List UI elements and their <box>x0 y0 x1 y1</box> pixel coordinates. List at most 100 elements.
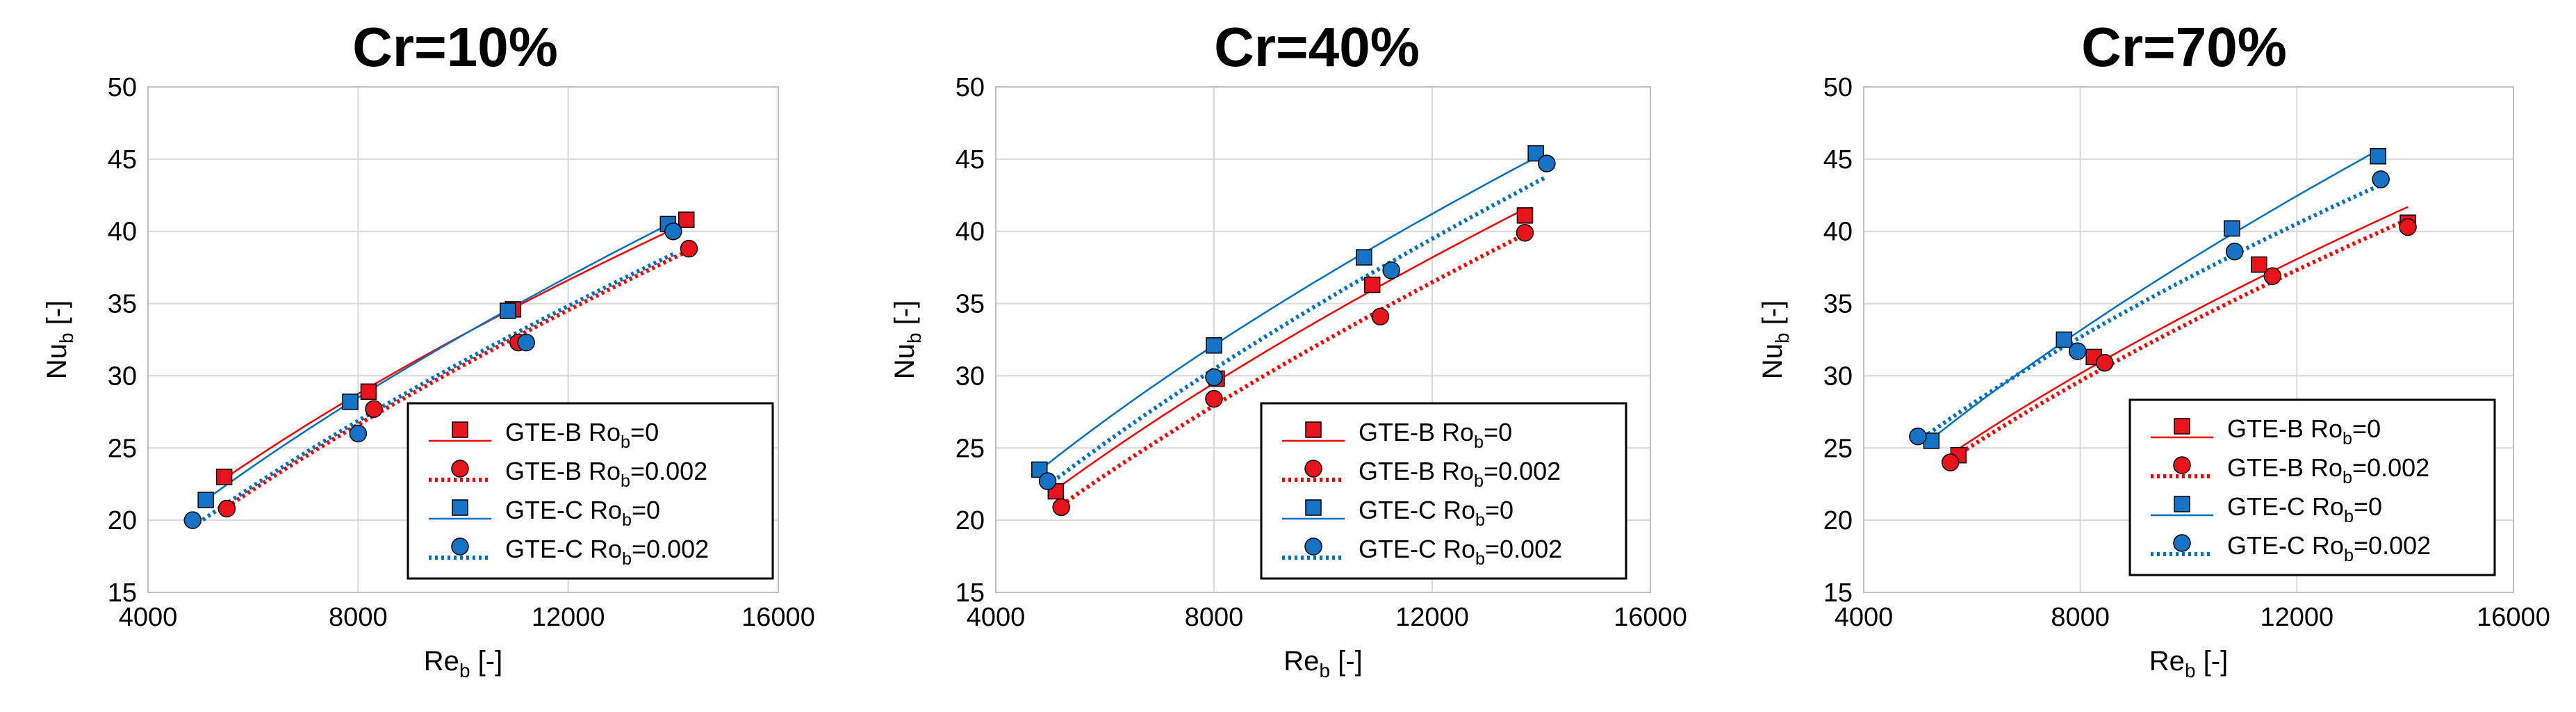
legend-label: GTE-C Rob=0 <box>505 496 660 530</box>
data-point-series-2 <box>1941 453 1960 471</box>
y-axis-label: Nub [-] <box>1757 300 1793 379</box>
data-point-series-4 <box>517 333 535 352</box>
x-tick-label: 4000 <box>967 603 1026 632</box>
legend: GTE-B Rob=0 GTE-B Rob=0.002 GTE-C Rob=0 GTE… <box>407 402 774 580</box>
data-point-series-3 <box>2056 331 2073 348</box>
plot-frame <box>147 86 779 593</box>
data-point-series-1 <box>1363 276 1381 293</box>
x-tick-label: 4000 <box>119 603 178 632</box>
legend-label: GTE-B Rob=0.002 <box>505 457 707 491</box>
y-tick-label: 25 <box>108 434 137 463</box>
legend-label: GTE-B Rob=0 <box>505 418 659 452</box>
data-point-series-3 <box>1356 249 1372 266</box>
y-tick-label: 20 <box>108 506 137 535</box>
legend-marker <box>451 460 469 478</box>
trendline-series-3 <box>1039 156 1536 471</box>
data-point-series-4 <box>1038 472 1057 490</box>
y-tick-label: 30 <box>108 362 137 391</box>
chart-title: Cr=40% <box>1214 16 1420 78</box>
plot-frame <box>1863 86 2514 593</box>
y-axis-label: Nub [-] <box>42 300 77 379</box>
chart-title: Cr=70% <box>2081 16 2287 78</box>
trendline-series-1 <box>1958 206 2409 450</box>
trendline-series-4 <box>1046 175 1548 487</box>
y-tick-label: 25 <box>955 434 985 463</box>
legend: GTE-B Rob=0 GTE-B Rob=0.002 GTE-C Rob=0 GTE… <box>1260 402 1627 580</box>
legend-label: GTE-B Rob=0.002 <box>1359 457 1561 491</box>
data-point-series-3 <box>1031 461 1048 478</box>
y-tick-label: 50 <box>955 73 985 102</box>
x-tick-label: 16000 <box>1614 603 1687 632</box>
data-point-series-4 <box>1205 368 1223 387</box>
data-point-series-3 <box>342 394 359 410</box>
data-point-series-4 <box>2225 243 2244 261</box>
legend-label: GTE-C Rob=0 <box>1359 496 1513 530</box>
x-tick-label: 12000 <box>2260 603 2333 632</box>
legend-label: GTE-B Rob=0 <box>2227 414 2381 448</box>
y-tick-label: 45 <box>108 145 137 175</box>
y-tick-label: 15 <box>1823 578 1853 608</box>
data-point-series-4 <box>1538 154 1556 172</box>
legend-marker <box>1305 421 1322 438</box>
data-point-series-2 <box>1516 224 1534 242</box>
x-tick-label: 8000 <box>1185 603 1244 632</box>
data-point-series-4 <box>2069 342 2087 360</box>
y-tick-label: 40 <box>108 218 137 247</box>
data-point-series-2 <box>1052 498 1070 517</box>
trendline-series-2 <box>1060 232 1526 508</box>
trendline-series-2 <box>225 248 690 509</box>
trendline-series-4 <box>191 252 675 529</box>
x-tick-label: 4000 <box>1835 603 1894 632</box>
legend-marker <box>2173 534 2191 552</box>
legend-marker <box>2174 418 2190 435</box>
data-point-series-2 <box>1371 307 1390 326</box>
x-axis-label: Reb [-] <box>424 646 502 681</box>
y-tick-label: 20 <box>1823 506 1853 535</box>
data-point-series-2 <box>1205 389 1223 408</box>
y-tick-label: 50 <box>1823 73 1853 102</box>
data-point-series-4 <box>349 424 368 443</box>
y-axis-label: Nub [-] <box>889 300 925 379</box>
x-axis-label: Reb [-] <box>1283 646 1362 681</box>
legend-marker <box>1304 460 1322 478</box>
legend-label: GTE-B Rob=0 <box>1359 418 1512 452</box>
y-tick-label: 35 <box>955 290 985 319</box>
legend: GTE-B Rob=0 GTE-B Rob=0.002 GTE-C Rob=0 GTE… <box>2128 398 2496 576</box>
legend-box <box>407 402 774 580</box>
legend-label: GTE-C Rob=0.002 <box>1359 535 1562 569</box>
data-point-series-2 <box>680 239 698 258</box>
data-point-series-3 <box>1527 145 1544 162</box>
legend-label: GTE-B Rob=0.002 <box>2227 453 2429 487</box>
chart-title: Cr=10% <box>352 16 558 78</box>
legend-marker <box>1304 537 1322 556</box>
legend-box <box>2128 398 2496 576</box>
x-tick-label: 16000 <box>2477 603 2550 632</box>
data-point-series-3 <box>2370 147 2386 165</box>
data-point-series-1 <box>1516 207 1534 224</box>
trendline-series-3 <box>1930 149 2379 440</box>
x-axis-label: Reb [-] <box>2149 646 2228 681</box>
trendline-series-2 <box>1949 217 2409 462</box>
x-tick-label: 16000 <box>741 603 815 632</box>
y-tick-label: 40 <box>1823 218 1853 247</box>
data-point-series-4 <box>1382 261 1400 280</box>
y-tick-label: 40 <box>955 218 985 247</box>
data-point-series-2 <box>365 400 383 418</box>
data-point-series-4 <box>2372 170 2390 188</box>
y-tick-label: 45 <box>955 145 985 175</box>
legend-marker <box>452 421 468 438</box>
legend-marker <box>1305 499 1322 516</box>
data-point-series-2 <box>2095 353 2114 372</box>
data-point-series-3 <box>197 492 214 508</box>
trendline-series-3 <box>205 223 668 501</box>
x-tick-label: 8000 <box>329 603 388 632</box>
chart-panel-1: Cr=10% 15 20 25 30 35 40 45 50 4000 8000 12000 16000… <box>42 16 815 681</box>
plot-frame <box>995 86 1651 593</box>
legend-box <box>1260 402 1627 580</box>
legend-label: GTE-C Rob=0.002 <box>505 535 709 569</box>
y-tick-label: 35 <box>1823 290 1853 319</box>
x-tick-label: 8000 <box>2051 603 2110 632</box>
data-point-series-3 <box>499 302 516 319</box>
chart-panel-3: Cr=70% 15 20 25 30 35 40 45 50 4000 8000 12000 16000… <box>1757 16 2550 681</box>
